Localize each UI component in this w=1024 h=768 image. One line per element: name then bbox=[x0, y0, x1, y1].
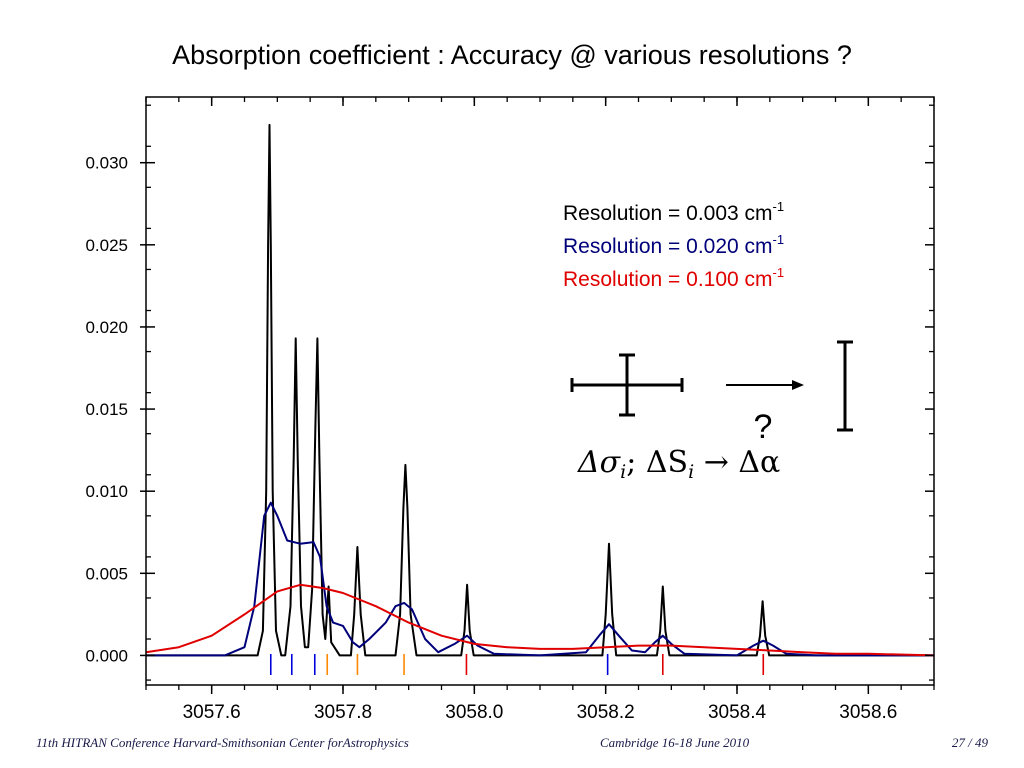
y-tick-label: 0.030 bbox=[85, 154, 128, 173]
line-marker-layer bbox=[269, 654, 765, 675]
series-line-0.02 bbox=[146, 501, 934, 657]
y-tick-label: 0.025 bbox=[85, 236, 128, 255]
question-mark: ? bbox=[754, 408, 773, 446]
x-tick-label: 3058.4 bbox=[708, 702, 767, 723]
error-bar-cross-icon bbox=[570, 353, 684, 417]
slide-title: Absorption coefficient : Accuracy @ vari… bbox=[172, 40, 852, 70]
series-line-0.003 bbox=[146, 123, 934, 657]
x-axis: 3057.6 3057.8 3058.0 3058.2 3058.4 3058.6 bbox=[145, 97, 935, 723]
footer-conference: 11th HITRAN Conference Harvard-Smithsoni… bbox=[36, 735, 409, 750]
y-tick-label: 0.005 bbox=[85, 564, 128, 583]
uncertainty-formula: Δσi; ΔSi → Δα bbox=[577, 445, 780, 483]
series-layer bbox=[145, 123, 935, 657]
series-line-0.1 bbox=[145, 583, 935, 657]
x-tick-label: 3058.0 bbox=[445, 702, 503, 723]
x-tick-label: 3057.8 bbox=[314, 702, 372, 723]
arrow-icon bbox=[726, 380, 804, 390]
legend: Resolution = 0.003 cm-1 Resolution = 0.02… bbox=[563, 199, 784, 291]
y-tick-label: 0.010 bbox=[85, 482, 128, 501]
legend-entry: Resolution = 0.100 cm-1 bbox=[563, 265, 784, 291]
legend-entry: Resolution = 0.020 cm-1 bbox=[563, 232, 784, 258]
y-tick-label: 0.015 bbox=[85, 400, 128, 419]
footer-date: Cambridge 16-18 June 2010 bbox=[600, 735, 750, 750]
x-tick-label: 3058.6 bbox=[839, 702, 897, 723]
x-tick-label: 3057.6 bbox=[183, 702, 241, 723]
legend-entry: Resolution = 0.003 cm-1 bbox=[563, 199, 784, 225]
y-tick-label: 0.020 bbox=[85, 318, 128, 337]
y-axis: 0.000 0.005 0.010 0.015 0.020 0.025 0.030 bbox=[85, 104, 934, 681]
footer-page-number: 27 / 49 bbox=[951, 735, 988, 750]
x-tick-label: 3058.2 bbox=[577, 702, 635, 723]
y-tick-label: 0.000 bbox=[85, 646, 128, 665]
error-bar-vertical-icon bbox=[837, 340, 853, 432]
